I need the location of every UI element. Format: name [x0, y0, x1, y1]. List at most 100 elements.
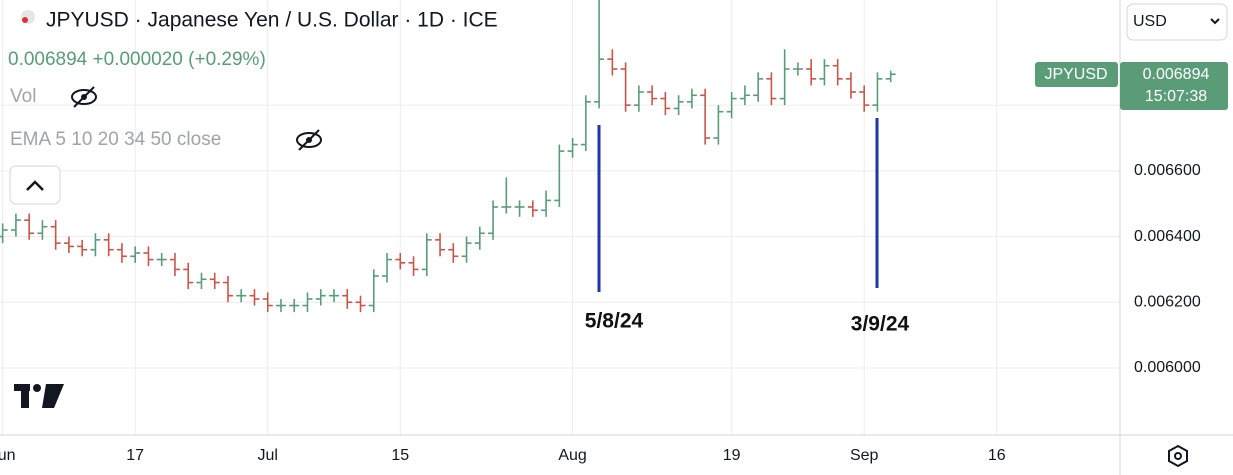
ohlc-bar — [183, 262, 194, 290]
change-pct: (+0.29%) — [188, 49, 266, 70]
ohlc-bar — [130, 246, 141, 263]
ohlc-bar — [435, 233, 446, 257]
ohlc-bar — [739, 85, 750, 106]
ohlc-bar — [448, 243, 459, 263]
ohlc-bar — [196, 272, 207, 290]
ohlc-bar — [792, 62, 803, 76]
ohlc-bar — [819, 59, 830, 86]
ohlc-bar — [50, 220, 61, 250]
ohlc-bar — [501, 177, 512, 214]
ohlc-bar — [302, 292, 313, 313]
ohlc-bar — [580, 95, 591, 152]
y-tick-label: 0.006000 — [1134, 359, 1201, 376]
ohlc-bar — [673, 95, 684, 115]
ohlc-bar — [329, 289, 340, 303]
ohlc-bar — [527, 200, 538, 217]
ohlc-bar — [408, 256, 419, 276]
x-tick-label: Aug — [558, 447, 586, 464]
ohlc-bar — [700, 88, 711, 145]
currency-select[interactable]: USD — [1126, 3, 1228, 41]
ohlc-bar — [474, 226, 485, 250]
annotation: 5/8/24 — [585, 310, 644, 333]
y-tick-label: 0.006200 — [1134, 293, 1201, 310]
tv-logo — [14, 384, 64, 408]
ohlc-bar — [461, 236, 472, 263]
ohlc-bar — [421, 233, 432, 276]
ohlc-bar — [342, 289, 353, 309]
change: +0.000020 — [93, 49, 183, 70]
ohlc-bar — [90, 233, 101, 257]
indicator-label[interactable]: EMA 5 10 20 34 50 close — [10, 129, 221, 150]
x-tick-label: 19 — [723, 447, 741, 464]
currency[interactable]: USD — [1133, 13, 1167, 30]
ohlc-bar — [0, 223, 8, 244]
ohlc-bar — [647, 85, 658, 106]
ohlc-bar — [10, 213, 21, 237]
ohlc-bar — [249, 289, 260, 306]
x-tick-label: Jul — [258, 447, 278, 464]
ohlc-bar — [713, 105, 724, 145]
ohlc-bar — [779, 49, 790, 106]
ohlc-bar — [806, 59, 817, 86]
indicator-label[interactable]: Vol — [10, 86, 36, 107]
y-tick-label: 0.006600 — [1134, 162, 1201, 179]
grid — [0, 0, 1120, 435]
x-tick-label: Sep — [850, 447, 879, 464]
annotation: 3/9/24 — [851, 313, 910, 336]
ohlc-bar — [209, 272, 220, 290]
ohlc-bar — [395, 252, 406, 270]
ohlc-bar — [275, 298, 286, 313]
ohlc-bar — [355, 295, 366, 313]
ohlc-bar — [382, 252, 393, 283]
ohlc-bar — [156, 252, 167, 267]
hide-icon[interactable] — [296, 129, 322, 151]
ohlc-bar — [885, 70, 896, 83]
x-tick-label: Jun — [0, 447, 16, 464]
ohlc-bar — [872, 72, 883, 112]
ohlc-bar — [262, 292, 273, 313]
price-tag: JPYUSD 0.006894 15:07:38 — [1035, 62, 1228, 110]
ohlc-bar — [116, 243, 127, 263]
collapse-button[interactable] — [9, 165, 61, 205]
ohlc-bar — [766, 72, 777, 106]
ohlc-bar — [607, 49, 618, 76]
ohlc-bar — [63, 236, 74, 253]
chart-title: JPYUSD · Japanese Yen / U.S. Dollar · 1D… — [46, 9, 498, 32]
ohlc-bar — [315, 289, 326, 306]
ohlc-bar — [832, 59, 843, 86]
ohlc-bar — [859, 85, 870, 112]
x-tick-label: 16 — [988, 447, 1006, 464]
ohlc-bar — [633, 85, 644, 112]
x-tick-label: 15 — [391, 447, 409, 464]
ohlc-bar — [686, 88, 697, 109]
ohlc-bar — [845, 72, 856, 99]
countdown: 15:07:38 — [1145, 88, 1207, 105]
ohlc-bar — [103, 233, 114, 257]
ohlc-bar — [620, 62, 631, 112]
ohlc-bar — [488, 200, 499, 240]
ohlc-bar — [77, 239, 88, 257]
tag-price: 0.006894 — [1143, 66, 1210, 83]
ohlc-bar — [37, 220, 48, 240]
symbol: JPYUSD — [1044, 66, 1107, 83]
ohlc-bar — [222, 275, 233, 303]
ohlc-bar — [594, 0, 605, 109]
flag-icon-dot — [22, 17, 28, 23]
ohlc-bar — [753, 72, 764, 102]
x-tick-label: 17 — [126, 447, 144, 464]
ohlc-bar — [541, 190, 552, 217]
ohlc-bar — [169, 252, 180, 276]
settings-icon[interactable] — [1168, 444, 1188, 468]
hide-icon[interactable] — [71, 86, 97, 108]
ohlc-bar — [660, 91, 671, 115]
last-price: 0.006894 — [8, 49, 88, 70]
ohlc-bar — [289, 298, 300, 313]
header-price: 0.006894 +0.000020 (+0.29%) — [8, 49, 266, 70]
ohlc-bar — [236, 289, 247, 303]
ohlc-bar — [368, 269, 379, 313]
ohlc-bar — [143, 246, 154, 267]
ohlc-bar — [726, 91, 737, 119]
y-tick-label: 0.006400 — [1134, 228, 1201, 245]
